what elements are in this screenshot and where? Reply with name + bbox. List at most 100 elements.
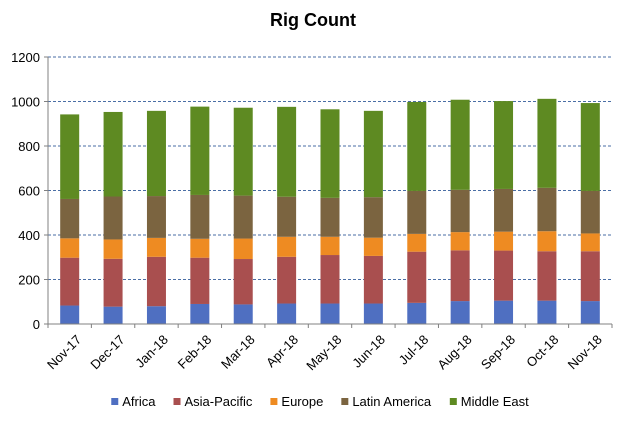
legend-label: Asia-Pacific	[185, 394, 253, 409]
x-tick-label: Feb-18	[175, 332, 215, 372]
x-tick-label: Apr-18	[263, 332, 301, 370]
bar-segment-africa	[277, 303, 297, 324]
legend: Africa Asia-Pacific Europe Latin America Mid…	[111, 394, 529, 409]
bar-segment-asia-pacific	[277, 256, 297, 304]
bar-segment-asia-pacific	[494, 250, 514, 301]
bar-segment-latin-america	[580, 190, 600, 234]
bar-segment-europe	[146, 237, 166, 257]
x-tick-label: Oct-18	[523, 332, 561, 370]
legend-swatch	[449, 398, 457, 405]
bar-segment-latin-america	[103, 196, 123, 240]
x-tick-label: Jul-18	[396, 332, 432, 368]
bar-segment-europe	[190, 238, 210, 258]
x-axis: Nov-17 Dec-17 Jan-18 Feb-18 Mar-18 Apr-18 May-…	[44, 323, 613, 373]
bar-segment-europe	[233, 238, 253, 260]
y-tick-label: 400	[18, 228, 40, 243]
x-tick-label: May-18	[303, 332, 344, 373]
bar-segment-europe	[320, 236, 340, 256]
bar-segment-africa	[450, 301, 470, 324]
bar-segment-europe	[363, 237, 383, 256]
legend-label: Latin America	[352, 394, 432, 409]
bar-segment-latin-america	[494, 188, 514, 232]
bar-segment-latin-america	[190, 194, 210, 239]
y-tick-label: 0	[33, 317, 40, 332]
bar-segment-latin-america	[320, 197, 340, 237]
x-tick-label: Dec-17	[87, 332, 127, 372]
bar-segment-middle-east	[146, 110, 166, 197]
bar-segment-asia-pacific	[450, 250, 470, 302]
bar-segment-middle-east	[580, 103, 600, 191]
bar-segment-africa	[407, 302, 427, 324]
legend-item-africa: Africa	[111, 394, 156, 409]
bar-segment-europe	[537, 231, 557, 252]
bar-segment-africa	[103, 306, 123, 324]
bar-segment-middle-east	[60, 114, 80, 199]
bar-segment-middle-east	[494, 101, 514, 189]
bar-segment-africa	[190, 303, 210, 324]
bar-segment-europe	[494, 231, 514, 251]
bar-segment-africa	[320, 303, 340, 324]
legend-item-asia-pacific: Asia-Pacific	[173, 394, 253, 409]
x-tick-label: Sep-18	[478, 332, 518, 372]
x-tick-label: Jan-18	[132, 332, 171, 371]
legend-label: Africa	[122, 394, 156, 409]
bar-segment-asia-pacific	[146, 256, 166, 307]
bar-segment-asia-pacific	[233, 259, 253, 305]
y-tick-label: 1000	[11, 95, 40, 110]
x-tick-label: Nov-18	[565, 332, 605, 372]
bar-segment-asia-pacific	[190, 257, 210, 304]
x-tick-label: Aug-18	[434, 332, 474, 372]
bar-segment-asia-pacific	[103, 258, 123, 307]
legend-swatch	[111, 398, 119, 405]
bar-segment-asia-pacific	[407, 251, 427, 303]
legend-item-middle-east: Middle East	[449, 394, 529, 409]
bar-segment-middle-east	[190, 106, 210, 195]
bar-segment-latin-america	[537, 187, 557, 232]
bar-segment-africa	[537, 300, 557, 324]
legend-swatch	[270, 398, 278, 405]
bar-segment-europe	[277, 236, 297, 257]
bar-segment-latin-america	[363, 197, 383, 238]
legend-item-latin-america: Latin America	[341, 394, 432, 409]
bar-segment-asia-pacific	[580, 251, 600, 302]
bar-segment-asia-pacific	[363, 255, 383, 304]
bar-segment-latin-america	[450, 189, 470, 233]
bar-segment-middle-east	[407, 101, 427, 191]
bar-segment-europe	[580, 233, 600, 252]
x-tick-label: Mar-18	[218, 332, 258, 372]
bar-segment-middle-east	[277, 106, 297, 197]
bar-segment-asia-pacific	[60, 257, 80, 306]
x-tick-label: Jun-18	[349, 332, 388, 371]
bar-segment-latin-america	[146, 196, 166, 238]
y-tick-label: 800	[18, 139, 40, 154]
y-tick-label: 600	[18, 184, 40, 199]
legend-label: Middle East	[461, 394, 529, 409]
y-axis: 0 200 400 600 800 1000 1200	[11, 50, 49, 332]
bar-segment-middle-east	[320, 109, 340, 198]
bar-segment-africa	[60, 305, 80, 324]
bar-segment-middle-east	[450, 99, 470, 190]
bar-segment-europe	[407, 233, 427, 252]
legend-label: Europe	[281, 394, 323, 409]
bars	[60, 98, 600, 324]
bar-segment-middle-east	[103, 111, 123, 197]
legend-swatch	[341, 398, 349, 405]
bar-segment-asia-pacific	[320, 255, 340, 304]
bar-segment-middle-east	[233, 107, 253, 196]
bar-segment-africa	[146, 306, 166, 324]
legend-swatch	[173, 398, 181, 405]
bar-segment-latin-america	[277, 196, 297, 237]
bar-segment-middle-east	[537, 98, 557, 188]
bar-segment-europe	[60, 238, 80, 258]
bar-segment-asia-pacific	[537, 251, 557, 301]
bar-segment-europe	[103, 239, 123, 259]
chart-title: Rig Count	[270, 10, 356, 30]
y-tick-label: 1200	[11, 50, 40, 65]
bar-segment-latin-america	[60, 198, 80, 239]
x-tick-label: Nov-17	[44, 332, 84, 372]
y-tick-label: 200	[18, 273, 40, 288]
bar-segment-middle-east	[363, 110, 383, 198]
bar-segment-latin-america	[407, 190, 427, 234]
